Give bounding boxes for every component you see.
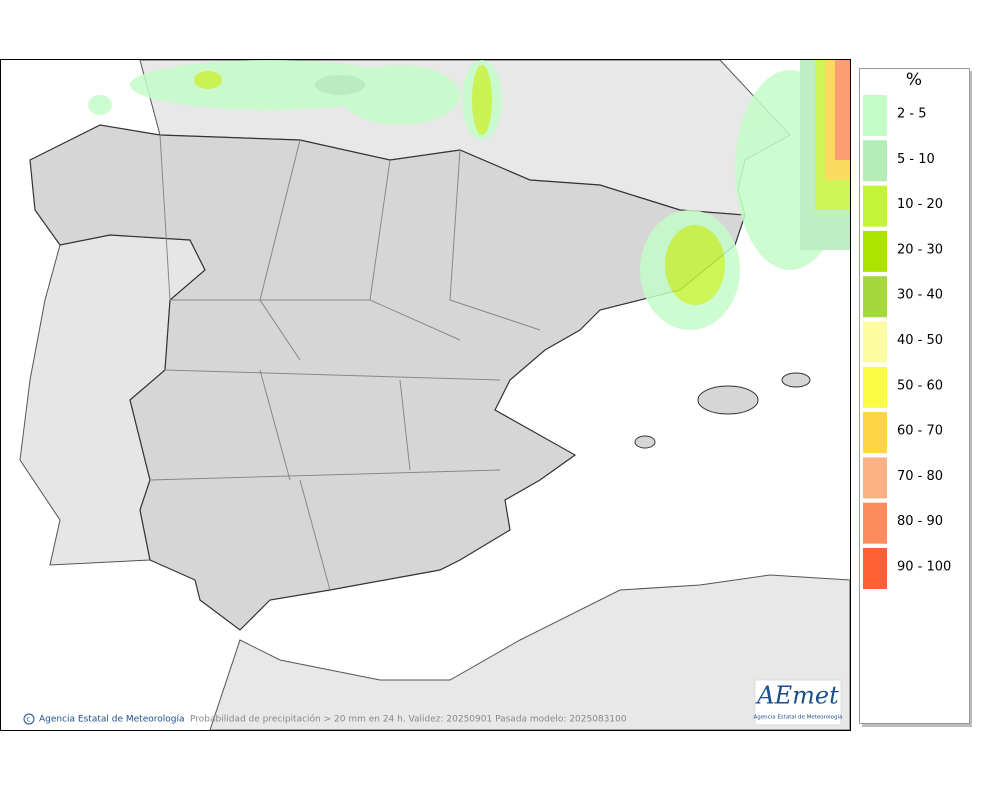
legend-label: 60 - 70 — [897, 424, 943, 439]
region-borders — [149, 134, 541, 591]
legend-swatch — [863, 276, 887, 318]
legend-label: 5 - 10 — [897, 152, 935, 167]
legend-swatch — [863, 412, 887, 454]
legend-label: 50 - 60 — [897, 378, 943, 393]
copyright-icon — [23, 713, 35, 725]
map — [1, 60, 850, 730]
legend-items: 2 - 5 5 - 10 10 - 20 20 - 30 30 - 40 40 - 50 5… — [863, 95, 951, 589]
legend-swatch — [863, 548, 887, 589]
legend-label: 10 - 20 — [897, 197, 943, 212]
menorca — [781, 372, 811, 388]
copyright-c: c — [27, 716, 31, 724]
legend-label: 80 - 90 — [897, 514, 943, 529]
legend-label: 90 - 100 — [897, 560, 951, 575]
legend-label: 40 - 50 — [897, 333, 943, 348]
legend-swatch — [863, 457, 887, 499]
legend-title: % — [906, 70, 922, 90]
legend-label: 30 - 40 — [897, 288, 943, 303]
logo-box — [754, 679, 842, 726]
logo-subtitle: Agencia Estatal de Meteorología — [754, 714, 843, 721]
legend-swatch — [863, 321, 887, 363]
legend-label: 70 - 80 — [897, 469, 943, 484]
logo-name: AEmet — [755, 682, 839, 710]
legend-swatch — [863, 502, 887, 544]
legend-swatch — [863, 230, 887, 272]
legend-swatch — [863, 95, 887, 136]
ibiza — [634, 435, 656, 449]
legend-label: 20 - 30 — [897, 242, 943, 257]
legend-label: 2 - 5 — [897, 107, 927, 122]
legend-swatch — [863, 185, 887, 227]
africa — [209, 574, 850, 730]
legend-swatch — [863, 140, 887, 182]
precipitation-areas — [88, 60, 850, 330]
map-frame — [0, 59, 851, 731]
spain — [29, 124, 746, 631]
mallorca — [697, 385, 759, 415]
map-caption: Probabilidad de precipitación > 20 mm en… — [190, 714, 627, 725]
legend-swatch — [863, 366, 887, 408]
agency-credit: Agencia Estatal de Meteorología — [39, 715, 185, 725]
